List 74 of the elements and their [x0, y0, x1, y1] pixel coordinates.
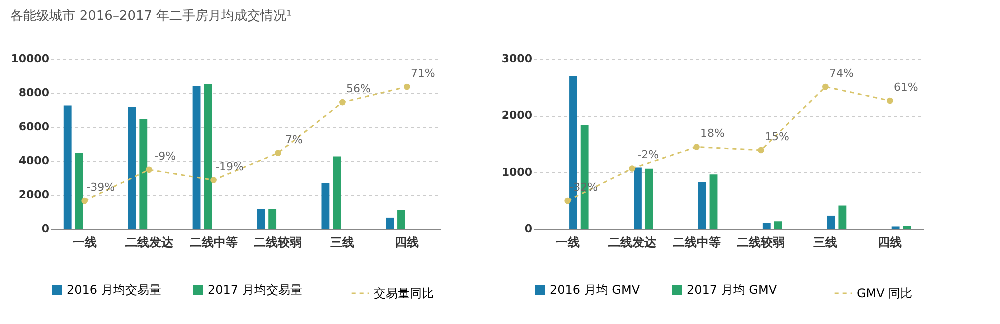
legend-label: 交易量同比 [374, 286, 434, 300]
y-tick-label: 2000 [18, 188, 50, 202]
bar [838, 206, 847, 229]
bar [257, 209, 266, 229]
legend-label: GMV 同比 [857, 286, 913, 300]
y-tick-label: 6000 [18, 120, 50, 134]
x-tick-label: 四线 [878, 236, 902, 250]
point [275, 150, 282, 156]
data-label: 56% [346, 82, 371, 96]
data-label: 74% [829, 67, 854, 80]
data-label: -32% [570, 181, 598, 194]
y-tick-label: 10000 [11, 52, 50, 66]
data-label: 18% [700, 127, 725, 140]
point [629, 166, 636, 172]
point [210, 177, 217, 184]
bar [762, 223, 771, 229]
bar [903, 226, 912, 229]
data-label: 15% [765, 130, 790, 144]
bar [398, 210, 406, 229]
bar [128, 107, 136, 229]
bar [698, 182, 706, 229]
point [340, 99, 346, 106]
bar [333, 156, 341, 229]
x-tick-label: 一线 [72, 236, 97, 250]
legend-label: 2017 月均交易量 [208, 283, 302, 297]
bar [64, 106, 72, 229]
x-tick-label: 一线 [556, 236, 580, 250]
point [694, 144, 700, 150]
bar [268, 209, 277, 229]
bar [140, 119, 148, 229]
bar [386, 218, 394, 229]
legend-label: 2016 月均交易量 [67, 283, 162, 297]
y-tick-label: 0 [42, 222, 50, 236]
point [758, 147, 764, 154]
x-tick-label: 二线发达 [608, 236, 658, 250]
point [886, 98, 894, 104]
x-tick-label: 二线中等 [672, 236, 721, 250]
y-tick-label: 0 [524, 222, 533, 236]
point [564, 198, 572, 204]
bar [192, 86, 201, 229]
x-tick-label: 二线较弱 [254, 236, 302, 250]
x-tick-label: 二线发达 [125, 236, 174, 250]
y-tick-label: 1000 [502, 166, 533, 179]
y-tick-label: 2000 [502, 109, 533, 122]
data-label: 7% [286, 133, 303, 146]
data-label: -2% [638, 148, 660, 162]
bar [827, 216, 836, 229]
point [404, 84, 410, 90]
bar [634, 168, 642, 229]
x-tick-label: 三线 [330, 236, 355, 250]
point [82, 198, 88, 204]
data-label: -9% [154, 150, 176, 163]
y-tick-label: 3000 [502, 52, 533, 66]
x-tick-label: 四线 [395, 236, 420, 250]
point [146, 166, 152, 174]
x-tick-label: 二线较弱 [737, 236, 786, 250]
x-tick-label: 三线 [814, 236, 838, 250]
data-label: -39% [86, 181, 116, 194]
point [822, 84, 829, 90]
legend-label: 2016 月均 GMV [550, 283, 641, 297]
bar [645, 168, 654, 229]
data-label: 61% [894, 80, 918, 94]
bar [774, 222, 782, 229]
bar [322, 183, 330, 229]
bar [204, 84, 212, 229]
data-label: -19% [216, 160, 244, 174]
x-tick-label: 二线中等 [190, 236, 238, 250]
data-label: 71% [410, 67, 436, 80]
legend-label: 2017 月均 GMV [687, 283, 778, 297]
y-tick-label: 8000 [18, 86, 50, 100]
bar [710, 174, 718, 229]
chart-title: 各能级城市 2016–2017 年二手房月均成交情况¹ [10, 8, 292, 24]
bar [75, 153, 84, 229]
y-tick-label: 4000 [18, 154, 50, 168]
